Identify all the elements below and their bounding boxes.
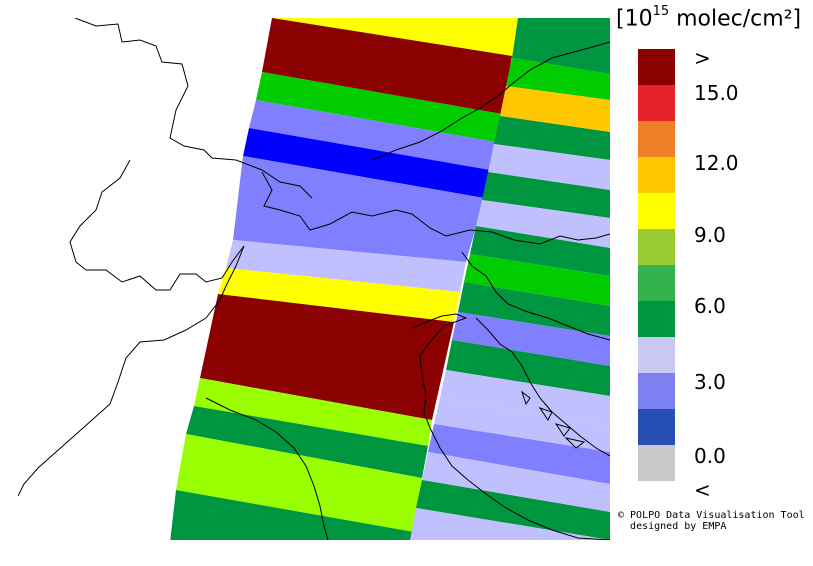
colorbar: [638, 49, 675, 481]
swath-stripe-right-15: [428, 424, 610, 484]
colorbar-swatch-2: [638, 121, 675, 157]
colorbar-tick-6: 0.0: [694, 444, 726, 468]
colorbar-tick-4: 6.0: [694, 294, 726, 318]
colorbar-swatch-7: [638, 301, 675, 337]
colorbar-swatch-0: [638, 49, 675, 85]
border-alps: [261, 171, 610, 245]
swath-stripe-right-10: [458, 282, 610, 336]
colorbar-tick-7: <: [694, 478, 711, 502]
unit-label: [1015 molec/cm²]: [616, 4, 802, 32]
swath-stripe-right-1: [512, 18, 610, 74]
swath-stripe-left-13: [170, 490, 414, 540]
border-swiss: [69, 159, 245, 291]
colorbar-tick-2: 12.0: [694, 151, 739, 175]
colorbar-tick-3: 9.0: [694, 223, 726, 247]
swath-stripe-right-16: [422, 452, 610, 512]
swath-stripe-left-7: [226, 240, 466, 292]
satellite-swath: [170, 18, 610, 540]
colorbar-tick-5: 3.0: [694, 370, 726, 394]
colorbar-swatch-10: [638, 409, 675, 445]
coast-croatia: [475, 317, 610, 457]
swath-stripe-right-9: [464, 254, 610, 306]
border-austria-north: [371, 41, 610, 161]
swath-stripe-right-5: [488, 144, 610, 190]
credit-line-1: © POLPO Data Visualisation Tool: [618, 510, 805, 521]
coast-italy-tyrrhenian: [205, 397, 329, 540]
swath-stripe-left-4: [249, 100, 496, 170]
border-slovenia: [461, 251, 610, 341]
swath-stripe-right-8: [470, 226, 610, 276]
colorbar-swatch-11: [638, 445, 675, 481]
swath-stripe-right-12: [446, 340, 610, 396]
adriatic-islands: [521, 390, 586, 449]
colorbar-swatch-5: [638, 229, 675, 265]
colorbar-swatch-9: [638, 373, 675, 409]
swath-stripe-right-6: [482, 172, 610, 218]
swath-stripe-right-3: [500, 86, 610, 132]
swath-stripe-right-13: [440, 370, 610, 426]
colorbar-tick-0: >: [694, 46, 711, 70]
colorbar-swatch-1: [638, 85, 675, 121]
swath-stripe-left-8: [218, 268, 460, 322]
colorbar-swatch-3: [638, 157, 675, 193]
swath-stripe-right-4: [494, 116, 610, 160]
swath-stripe-right-11: [452, 312, 610, 366]
colorbar-swatch-8: [638, 337, 675, 373]
border-france-east: [74, 18, 313, 199]
colorbar-swatch-4: [638, 193, 675, 229]
swath-stripe-left-2: [262, 18, 512, 114]
colorbar-swatch-6: [638, 265, 675, 301]
swath-stripe-left-10: [194, 378, 432, 446]
colorbar-tick-1: 15.0: [694, 81, 739, 105]
swath-stripe-left-6: [233, 156, 484, 262]
swath-stripe-right-17: [416, 480, 610, 540]
swath-stripe-left-5: [243, 128, 490, 198]
swath-stripe-left-12: [176, 434, 422, 532]
country-borders: [18, 18, 610, 540]
credit-text: © POLPO Data Visualisation Tool designed…: [618, 510, 805, 532]
swath-stripe-left-3: [256, 72, 502, 142]
border-italy-west: [18, 245, 245, 497]
swath-stripe-right-7: [476, 200, 610, 248]
credit-line-2: designed by EMPA: [630, 521, 727, 532]
swath-stripe-left-9: [200, 294, 454, 420]
swath-stripe-left-11: [186, 406, 428, 478]
coast-italy-adriatic: [411, 313, 610, 540]
